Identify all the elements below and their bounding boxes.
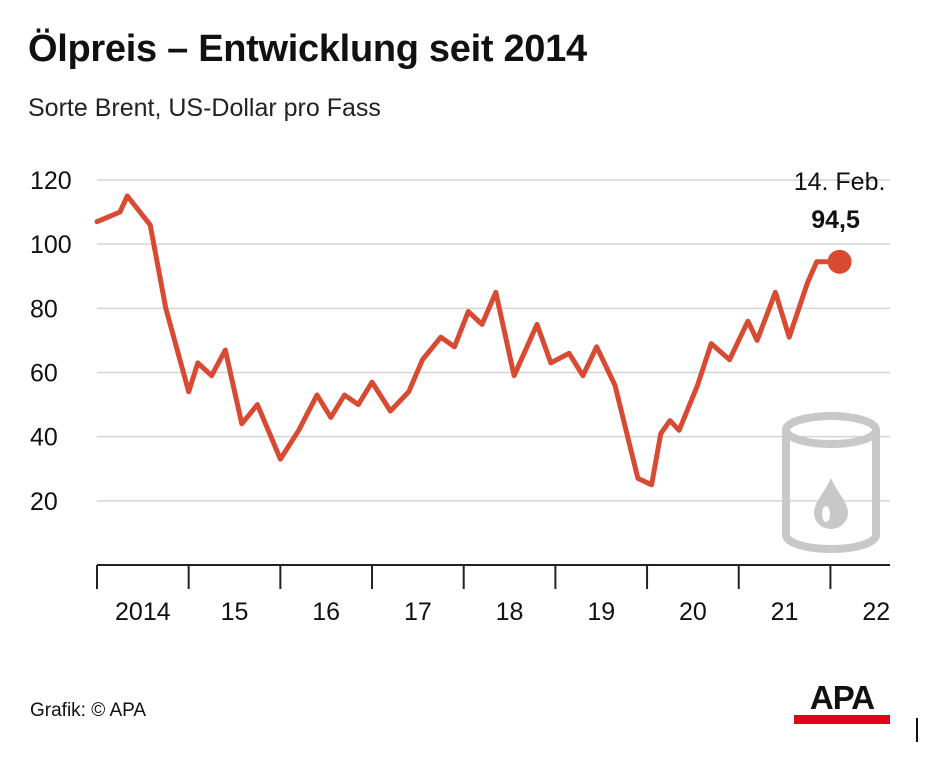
y-tick-label-20: 20 [30, 488, 58, 516]
x-tick-label-19: 19 [587, 598, 615, 626]
x-axis: 2014 15 16 17 18 19 20 21 22 [96, 564, 890, 626]
chart-title: Ölpreis – Entwicklung seit 2014 [28, 28, 587, 70]
x-tick-label-2014: 2014 [115, 598, 171, 626]
y-tick-label-60: 60 [30, 360, 58, 388]
source-credit: Grafik: © APA [30, 700, 147, 721]
apa-logo-bar [794, 715, 890, 724]
chart-subtitle: Sorte Brent, US-Dollar pro Fass [28, 94, 381, 122]
y-axis-ticks: 20 40 60 80 100 120 [30, 167, 72, 516]
x-tick-label-20: 20 [679, 598, 707, 626]
text-cursor [916, 718, 918, 742]
x-tick-label-15: 15 [221, 598, 249, 626]
y-tick-label-40: 40 [30, 424, 58, 452]
y-tick-label-100: 100 [30, 231, 72, 259]
x-tick-label-17: 17 [404, 598, 432, 626]
series-layer [94, 193, 843, 488]
x-tick-label-16: 16 [312, 598, 340, 626]
x-tick-label-18: 18 [496, 598, 524, 626]
annotation-value: 94,5 [811, 206, 860, 234]
line-chart: 20 40 60 80 100 120 2014 15 16 17 18 19 20 21 22 14. … [30, 167, 890, 626]
gridlines [97, 179, 890, 502]
y-tick-label-80: 80 [30, 295, 58, 323]
y-tick-label-120: 120 [30, 167, 72, 195]
apa-logo-text: APA [809, 679, 875, 716]
annotation-point [827, 249, 852, 274]
apa-logo: APA [794, 679, 890, 724]
oil-barrel-icon [782, 412, 880, 553]
annotation-layer: 14. Feb. 94,5 [794, 168, 886, 274]
annotation-date: 14. Feb. [794, 168, 886, 196]
series-line-brent [94, 193, 843, 488]
x-tick-label-22: 22 [862, 598, 890, 626]
x-tick-label-21: 21 [771, 598, 799, 626]
